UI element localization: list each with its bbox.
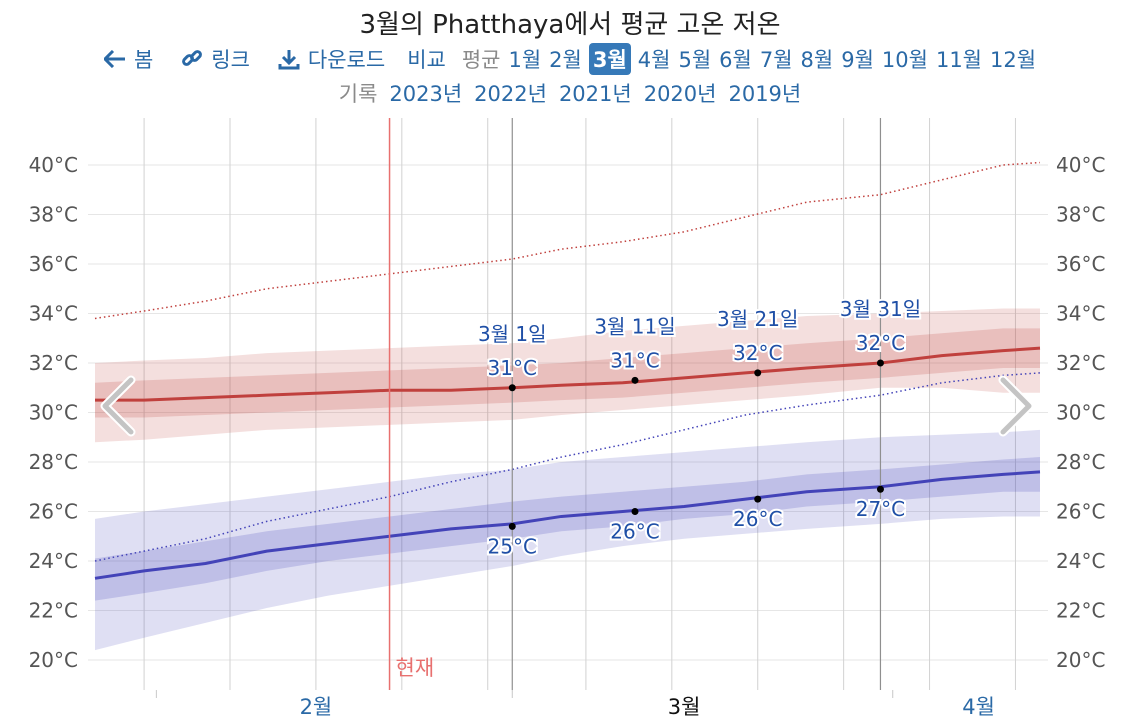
low-band-10-90 — [95, 429, 1040, 651]
month-link-9[interactable]: 9월 — [841, 48, 874, 72]
high-point — [508, 384, 516, 392]
y-tick-label-left: 40°C — [29, 153, 78, 177]
y-tick-label-left: 24°C — [29, 549, 78, 573]
link-label: 링크 — [211, 48, 250, 72]
y-tick-label-left: 32°C — [29, 351, 78, 375]
back-link[interactable]: 봄 — [103, 44, 154, 74]
month-link-10[interactable]: 10월 — [881, 48, 928, 72]
high-point — [876, 359, 884, 367]
x-month-label: 2월 — [300, 695, 333, 719]
month-link-1[interactable]: 1월 — [508, 48, 542, 72]
year-links: 2023년 2022년 2021년 2020년 2019년 — [383, 78, 807, 108]
low-value-label: 27°C — [856, 497, 905, 521]
chevron-left-icon[interactable] — [96, 365, 140, 445]
link-button[interactable]: 링크 — [181, 44, 250, 74]
compare-link[interactable]: 비교 — [407, 48, 446, 72]
records-bar: 기록 2023년 2022년 2021년 2020년 2019년 — [0, 78, 1140, 108]
low-average-line — [94, 470, 1041, 580]
high-point — [754, 369, 762, 377]
nav-bar: 봄 링크 다운로드 비교 평균 1월 2월 3월 4월 5월 6월 7월 8월 9월 10월 11월… — [0, 42, 1140, 76]
x-month-label: 3월 — [668, 695, 701, 719]
month-link-4[interactable]: 4월 — [637, 48, 671, 72]
annotation-date-label: 3월 1일 — [478, 322, 547, 346]
high-value-label: 32°C — [856, 331, 905, 355]
y-tick-label-left: 34°C — [29, 302, 78, 326]
annotation-date-label: 3월 21일 — [717, 307, 798, 331]
month-link-7[interactable]: 7월 — [759, 48, 793, 72]
y-tick-label-left: 30°C — [29, 401, 78, 425]
low-point — [508, 522, 516, 530]
y-tick-label-left: 38°C — [29, 203, 78, 227]
record-year-link-2020[interactable]: 2020년 — [643, 82, 717, 106]
y-tick-label-right: 34°C — [1056, 302, 1105, 326]
chevron-right-icon[interactable] — [994, 365, 1038, 445]
now-label: 현재 — [396, 656, 435, 680]
high-value-label: 31°C — [610, 348, 659, 372]
y-tick-label-right: 22°C — [1056, 599, 1105, 623]
y-tick-label-right: 24°C — [1056, 549, 1105, 573]
high-value-label: 32°C — [733, 341, 782, 365]
download-button[interactable]: 다운로드 — [278, 44, 385, 74]
high-average-line — [95, 346, 1041, 402]
low-record-line — [94, 372, 1041, 562]
records-label: 기록 — [338, 82, 378, 106]
chevron-left-icon-glyph — [102, 377, 134, 435]
y-tick-label-right: 28°C — [1056, 450, 1105, 474]
low-value-label: 26°C — [610, 520, 659, 544]
month-link-5[interactable]: 5월 — [678, 48, 712, 72]
record-year-link-2023[interactable]: 2023년 — [389, 82, 463, 106]
arrow-left-icon — [103, 50, 125, 68]
back-label: 봄 — [133, 48, 154, 72]
high-value-label: 31°C — [488, 356, 537, 380]
y-tick-label-left: 26°C — [29, 500, 78, 524]
y-tick-label-right: 38°C — [1056, 203, 1105, 227]
download-label: 다운로드 — [307, 48, 386, 72]
y-tick-label-right: 20°C — [1056, 648, 1105, 672]
low-point — [631, 508, 639, 515]
month-link-3[interactable]: 3월 — [588, 43, 631, 75]
chevron-right-icon-glyph — [1000, 377, 1032, 435]
y-tick-label-right: 32°C — [1056, 351, 1105, 375]
month-link-12[interactable]: 12월 — [990, 48, 1037, 72]
high-record-line — [94, 161, 1041, 320]
low-point — [876, 485, 884, 493]
low-point — [754, 495, 762, 503]
record-year-link-2019[interactable]: 2019년 — [728, 82, 802, 106]
y-tick-label-left: 28°C — [29, 450, 78, 474]
record-year-link-2021[interactable]: 2021년 — [558, 82, 632, 106]
record-year-link-2022[interactable]: 2022년 — [474, 82, 547, 106]
y-tick-label-left: 20°C — [29, 648, 78, 672]
x-month-label: 4월 — [962, 695, 995, 719]
y-tick-label-right: 36°C — [1056, 252, 1105, 276]
y-tick-label-left: 22°C — [29, 599, 78, 623]
y-tick-label-right: 26°C — [1056, 500, 1105, 524]
high-band-10-90 — [95, 308, 1040, 443]
month-links: 1월 2월 3월 4월 5월 6월 7월 8월 9월 10월 11월 12월 — [504, 43, 1040, 75]
high-point — [631, 376, 639, 384]
annotation-date-label: 3월 11일 — [594, 314, 675, 338]
month-link-8[interactable]: 8월 — [800, 48, 834, 72]
low-value-label: 26°C — [733, 507, 782, 531]
average-label: 평균 — [461, 48, 501, 72]
y-tick-label-right: 30°C — [1056, 401, 1105, 425]
download-icon — [278, 50, 300, 70]
low-value-label: 25°C — [488, 534, 537, 558]
page-title: 3월의 Phatthaya에서 평균 고온 저온 — [359, 10, 781, 40]
y-tick-label-right: 40°C — [1056, 153, 1105, 177]
month-link-11[interactable]: 11월 — [935, 48, 982, 72]
month-link-6[interactable]: 6월 — [719, 48, 752, 72]
high-band-25-75 — [95, 328, 1040, 418]
annotation-date-label: 3월 31일 — [840, 297, 921, 321]
y-tick-label-left: 36°C — [29, 252, 78, 276]
month-link-2[interactable]: 2월 — [549, 48, 582, 72]
link-icon — [182, 50, 203, 66]
